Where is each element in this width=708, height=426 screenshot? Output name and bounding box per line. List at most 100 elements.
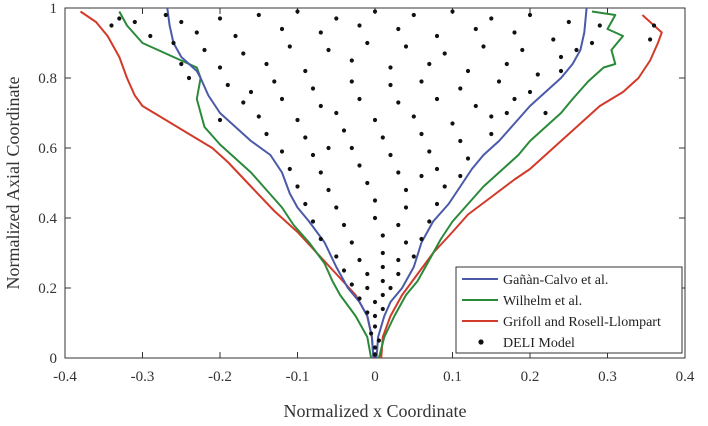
x-tick-label: -0.3 [131, 369, 155, 385]
legend-marker-3 [478, 339, 484, 345]
scatter-point [372, 352, 378, 357]
scatter-point [427, 219, 432, 224]
scatter-point [558, 68, 564, 74]
scatter-point [574, 47, 579, 53]
scatter-point [365, 310, 370, 315]
scatter-point [248, 89, 254, 95]
scatter-point [403, 205, 409, 210]
y-tick-label: 0 [50, 351, 58, 367]
scatter-point [512, 30, 517, 35]
scatter-point [396, 26, 401, 32]
scatter-point [481, 44, 486, 49]
scatter-point [489, 16, 494, 21]
legend-label-3: DELI Model [503, 336, 575, 351]
scatter-point [380, 292, 385, 298]
scatter-point [543, 110, 548, 116]
scatter-point [279, 26, 285, 32]
scatter-point [372, 215, 378, 221]
y-tick-label: 0.2 [38, 281, 57, 297]
scatter-point [272, 79, 277, 84]
scatter-point [376, 338, 381, 343]
scatter-point [419, 173, 424, 179]
scatter-point [496, 79, 502, 84]
scatter-point [380, 135, 385, 140]
x-tick-labels: -0.4 -0.3 -0.2 -0.1 0 0.1 0.2 0.3 0.4 [53, 369, 695, 385]
plot-area [64, 7, 686, 359]
scatter-point [163, 12, 168, 18]
scatter-point [489, 114, 494, 119]
scatter-point [233, 33, 238, 39]
scatter-point [411, 114, 416, 119]
scatter-point [349, 240, 354, 245]
scatter-point [318, 103, 323, 109]
scatter-point [217, 117, 223, 123]
scatter-point [217, 65, 223, 70]
scatter-point [388, 82, 393, 88]
scatter-point [434, 166, 440, 172]
scatter-point [349, 145, 354, 151]
scatter-point [334, 16, 339, 21]
legend-label-0: Gañàn-Calvo et al. [503, 273, 608, 288]
scatter-point [372, 198, 378, 203]
series-layer [79, 7, 663, 359]
scatter-point [388, 285, 393, 291]
scatter-point [148, 33, 153, 39]
x-tick-label: 0.4 [676, 369, 695, 385]
scatter-point [341, 128, 347, 133]
scatter-point [396, 170, 401, 175]
x-tick-label: 0.1 [443, 369, 462, 385]
scatter-point [380, 250, 385, 256]
scatter-point [372, 345, 378, 350]
scatter-point [357, 296, 362, 301]
scatter-point [341, 222, 347, 228]
scatter-point [388, 65, 393, 70]
scatter-point [310, 219, 316, 224]
scatter-point [326, 187, 331, 193]
scatter-point [380, 278, 385, 284]
y-tick-label: 0.4 [38, 211, 57, 227]
scatter-point [341, 268, 347, 273]
scatter-point [365, 180, 370, 186]
series-line-1-left [118, 11, 373, 359]
scatter-point [264, 61, 269, 67]
y-tick-label: 0.6 [38, 141, 57, 157]
scatter-point [388, 152, 393, 158]
series-line-0-right [375, 7, 588, 359]
scatter-point [458, 86, 463, 91]
scatter-point [303, 135, 308, 140]
scatter-point [450, 9, 455, 14]
scatter-point [434, 96, 440, 102]
scatter-point [380, 306, 385, 312]
scatter-point [179, 61, 184, 67]
scatter-point [419, 131, 424, 137]
scatter-point [225, 82, 230, 88]
scatter-point [442, 51, 447, 56]
scatter-point [504, 61, 509, 67]
scatter-point [256, 114, 261, 119]
scatter-point [473, 26, 478, 32]
scatter-point [334, 254, 339, 259]
scatter-point [295, 184, 300, 189]
scatter-point [365, 40, 370, 46]
x-tick-label: 0.3 [598, 369, 617, 385]
scatter-point [512, 96, 517, 102]
scatter-point [357, 23, 362, 28]
x-tick-label: 0 [371, 369, 379, 385]
scatter-point [403, 240, 409, 245]
scatter-point [186, 75, 192, 81]
scatter-point [365, 271, 370, 277]
scatter-point [450, 121, 455, 126]
scatter-point [287, 166, 292, 172]
scatter-point [648, 37, 653, 42]
scatter-point [132, 19, 137, 25]
scatter-point [365, 285, 370, 291]
scatter-point [419, 236, 424, 242]
y-tick-labels: 0 0.2 0.4 0.6 0.8 1 [38, 1, 57, 367]
scatter-point [279, 96, 285, 102]
scatter-point [202, 47, 207, 53]
scatter-point [465, 156, 471, 161]
scatter-point [109, 23, 114, 28]
scatter-point [520, 47, 525, 53]
scatter-point [551, 37, 556, 42]
scatter-point [411, 254, 416, 259]
